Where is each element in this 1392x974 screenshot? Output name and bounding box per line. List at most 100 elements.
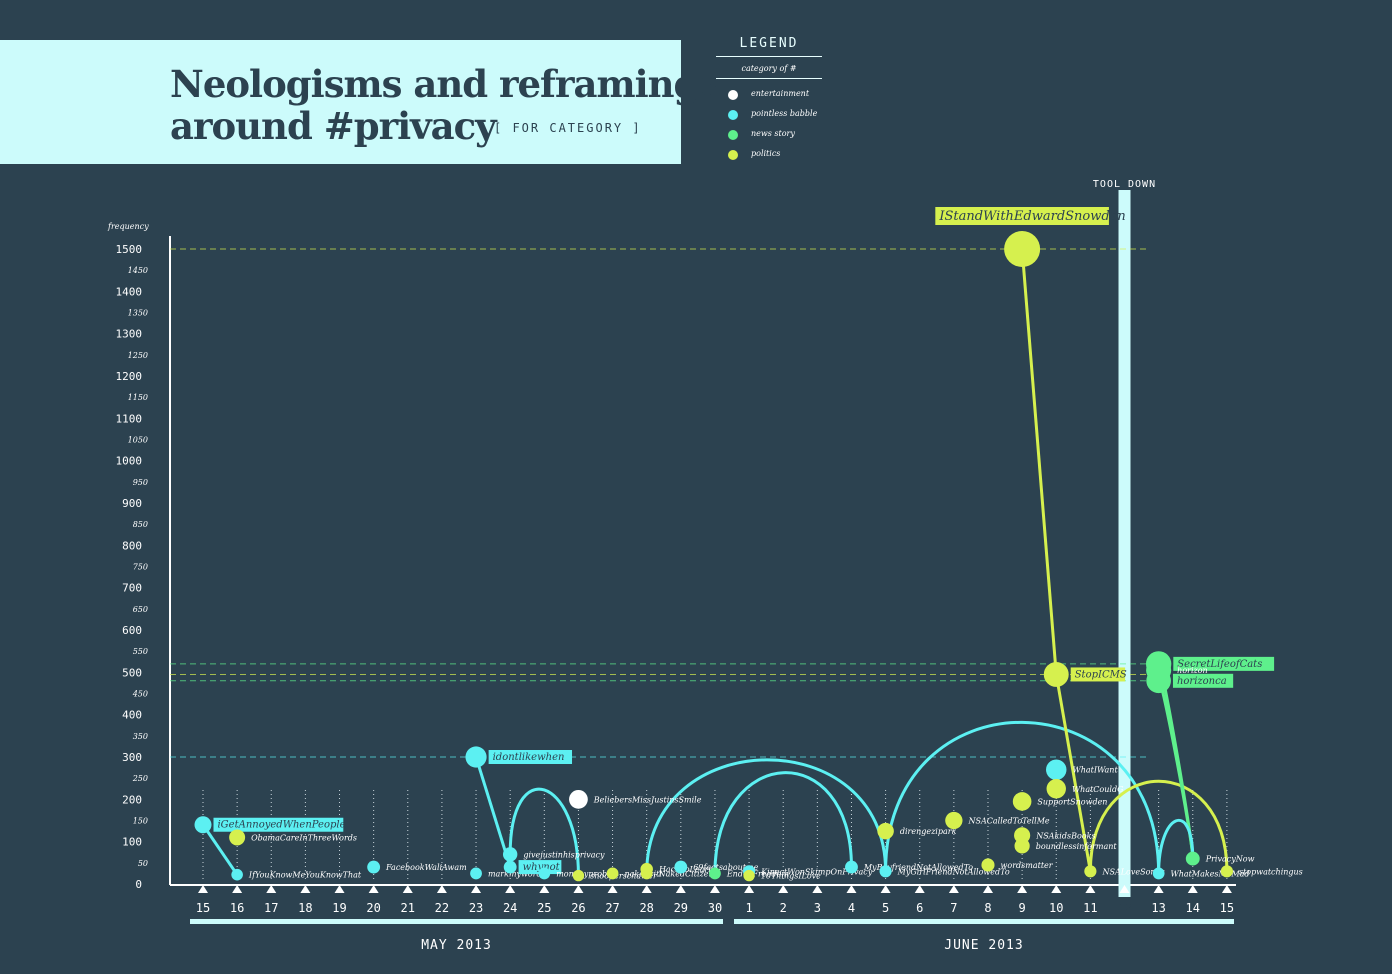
data-point <box>538 867 551 880</box>
x-tick-marker <box>880 885 891 893</box>
x-tick-marker <box>709 885 720 893</box>
x-tick-marker <box>744 885 755 893</box>
data-label-box <box>1173 656 1275 671</box>
x-tick-label: 30 <box>708 901 722 915</box>
y-tick-label: 1500 <box>116 243 143 256</box>
legend: LEGEND category of # entertainment pointl… <box>716 36 822 165</box>
x-tick-label: 27 <box>605 901 619 915</box>
data-point-label: idontlikewhen <box>493 752 565 763</box>
x-tick-marker <box>641 885 652 893</box>
data-point-label: 69factsaboutme <box>693 863 758 872</box>
legend-swatch <box>728 150 738 160</box>
data-point-label: SecretLifeofCats <box>1177 659 1262 670</box>
x-tick-label: 20 <box>366 901 380 915</box>
y-tick-label: 500 <box>122 666 142 679</box>
data-point-label: PrivacyNow <box>1205 855 1255 864</box>
legend-item: news story <box>716 125 822 145</box>
data-label-box <box>213 817 344 832</box>
data-point <box>503 860 517 874</box>
x-tick-marker <box>573 885 584 893</box>
x-tick-marker <box>846 885 857 893</box>
y-tick-label: 1400 <box>116 285 143 298</box>
x-tick-label: 2 <box>780 901 787 915</box>
data-point <box>845 860 858 874</box>
y-tick-label-minor: 350 <box>133 732 148 741</box>
data-point <box>367 860 381 874</box>
series-line <box>201 823 239 876</box>
x-tick-label: 16 <box>230 901 244 915</box>
data-label-box <box>488 750 573 764</box>
data-point <box>879 865 892 878</box>
data-point <box>465 746 487 768</box>
x-tick-label: 28 <box>639 901 653 915</box>
y-tick-label: 900 <box>122 497 142 510</box>
data-point <box>1014 827 1031 844</box>
y-tick-label-minor: 1150 <box>128 393 148 402</box>
data-point-label: NSAkidsBooks <box>1035 831 1095 840</box>
data-point-label: iGetAnnoyedWhenPeople <box>217 820 345 831</box>
data-point-label: 10ThingsILove <box>761 872 821 881</box>
series-arc <box>1157 677 1195 859</box>
y-tick-label: 400 <box>122 709 142 722</box>
legend-swatch <box>728 90 738 100</box>
y-tick-label-minor: 150 <box>133 817 148 826</box>
data-point-label: FacebookWaliAwam <box>385 863 467 872</box>
data-point <box>1152 867 1165 880</box>
x-tick-marker <box>1119 885 1130 893</box>
y-tick-label: 100 <box>122 836 142 849</box>
x-tick-label: 29 <box>674 901 688 915</box>
series-arc <box>713 771 853 874</box>
data-point-label: EndOfFreedom <box>726 869 789 878</box>
x-tick-label: 3 <box>814 901 821 915</box>
x-tick-marker <box>778 885 789 893</box>
x-tick-label: 14 <box>1186 901 1200 915</box>
data-point-label: horizonca <box>1177 676 1227 687</box>
x-tick-marker <box>1085 885 1096 893</box>
page-title-line2: around #privacy <box>170 104 497 148</box>
legend-item: entertainment <box>716 85 822 105</box>
data-point <box>945 811 963 830</box>
tool-down-label: TOOL DOWN <box>1093 179 1156 190</box>
x-tick-label: 18 <box>298 901 312 915</box>
data-point <box>1014 838 1030 854</box>
x-tick-marker <box>436 885 447 893</box>
data-point-label: NSALoveSongs <box>1101 867 1164 876</box>
y-tick-label-minor: 1250 <box>128 351 148 360</box>
legend-swatch <box>728 130 738 140</box>
x-tick-label: 22 <box>435 901 449 915</box>
data-point-label: snooperscharter <box>590 872 658 881</box>
x-tick-marker <box>471 885 482 893</box>
data-point-label: WhatMakesMeMad <box>1171 869 1250 878</box>
data-point <box>1146 668 1171 694</box>
y-tick-label: 300 <box>122 751 142 764</box>
legend-item: politics <box>716 145 822 165</box>
data-point <box>877 822 894 840</box>
data-point <box>674 860 688 874</box>
data-point-label: whynot <box>523 862 561 873</box>
title-tag: [ FOR CATEGORY ] <box>494 121 642 135</box>
data-point <box>229 829 246 846</box>
data-label-box <box>1172 673 1234 688</box>
x-tick-marker <box>948 885 959 893</box>
data-label-box <box>935 207 1109 225</box>
x-tick-marker <box>539 885 550 893</box>
legend-title: LEGEND <box>716 36 822 57</box>
data-point <box>1046 779 1066 799</box>
y-tick-label-minor: 1450 <box>128 266 148 275</box>
series-line <box>474 756 512 868</box>
title-banner: Neologisms and reframings around #privac… <box>0 40 719 164</box>
data-point <box>1043 661 1069 687</box>
data-point-label: givejustinhisprivacy <box>523 850 605 859</box>
data-point-label: markmywords <box>488 869 546 878</box>
y-tick-label-minor: 850 <box>133 520 148 529</box>
x-tick-label: 11 <box>1083 901 1097 915</box>
data-label-box <box>518 860 562 875</box>
x-tick-label: 9 <box>1019 901 1026 915</box>
x-tick-marker <box>607 885 618 893</box>
x-tick-label: 19 <box>332 901 346 915</box>
x-tick-marker <box>812 885 823 893</box>
data-point <box>1012 792 1032 811</box>
data-point-label: WhatCouldG <box>1072 785 1124 794</box>
data-point <box>640 862 653 876</box>
